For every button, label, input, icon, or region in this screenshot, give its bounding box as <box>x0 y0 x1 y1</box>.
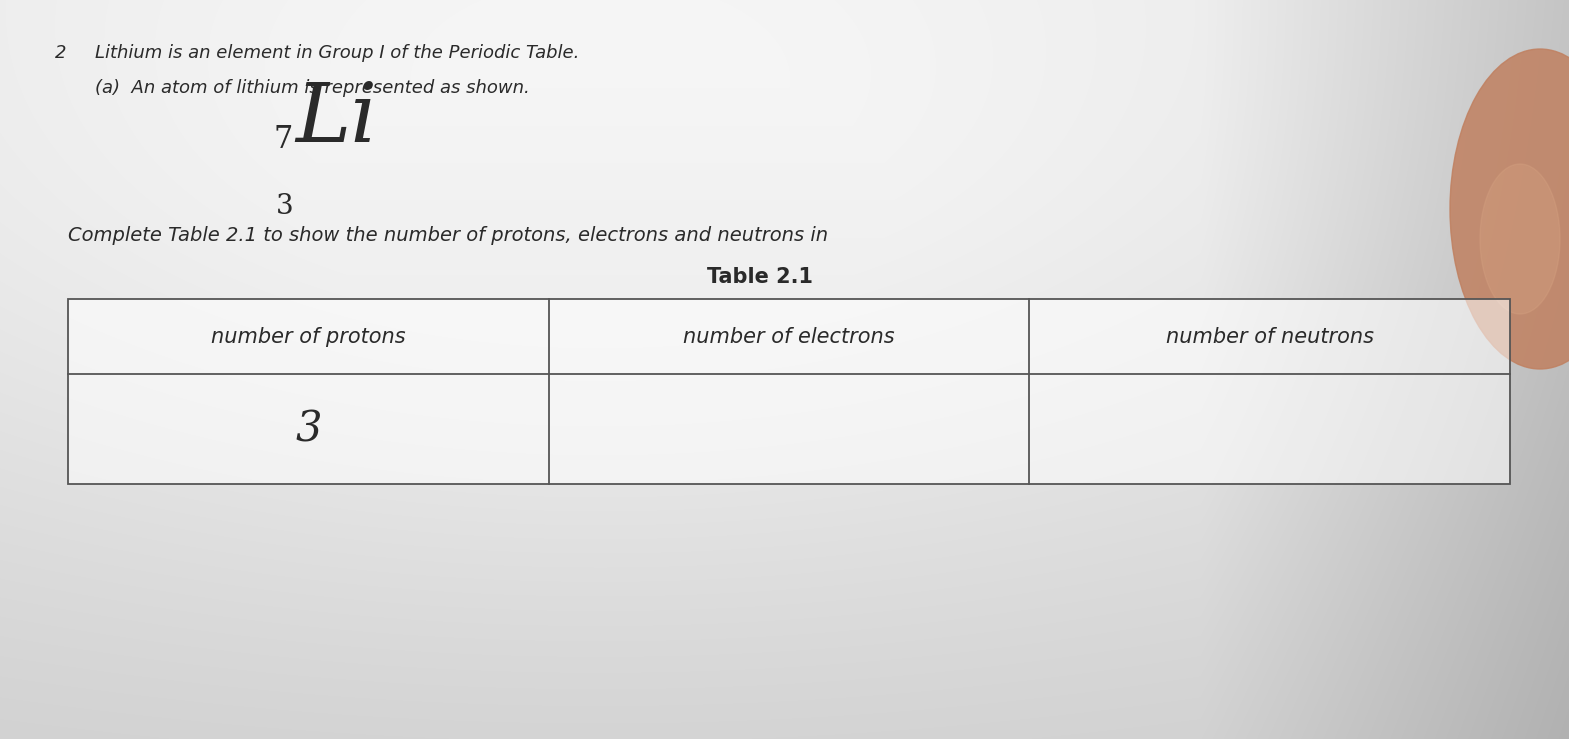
Ellipse shape <box>1480 164 1560 314</box>
Bar <box>67 299 1509 484</box>
Text: Table 2.1: Table 2.1 <box>708 267 813 287</box>
Text: number of neutrons: number of neutrons <box>1166 327 1374 347</box>
Text: 2: 2 <box>55 44 66 62</box>
Text: 7: 7 <box>273 124 293 155</box>
Text: Complete Table 2.1 to show the number of protons, electrons and neutrons in: Complete Table 2.1 to show the number of… <box>67 226 828 245</box>
Text: number of protons: number of protons <box>210 327 406 347</box>
Ellipse shape <box>1450 49 1569 369</box>
Text: number of electrons: number of electrons <box>683 327 894 347</box>
Text: Lithium is an element in Group I of the Periodic Table.: Lithium is an element in Group I of the … <box>96 44 579 62</box>
Bar <box>67 299 1509 484</box>
Text: (a)  An atom of lithium is represented as shown.: (a) An atom of lithium is represented as… <box>96 79 530 97</box>
Text: 3: 3 <box>276 193 293 220</box>
Text: Li: Li <box>295 79 377 159</box>
Text: 3: 3 <box>295 408 322 450</box>
